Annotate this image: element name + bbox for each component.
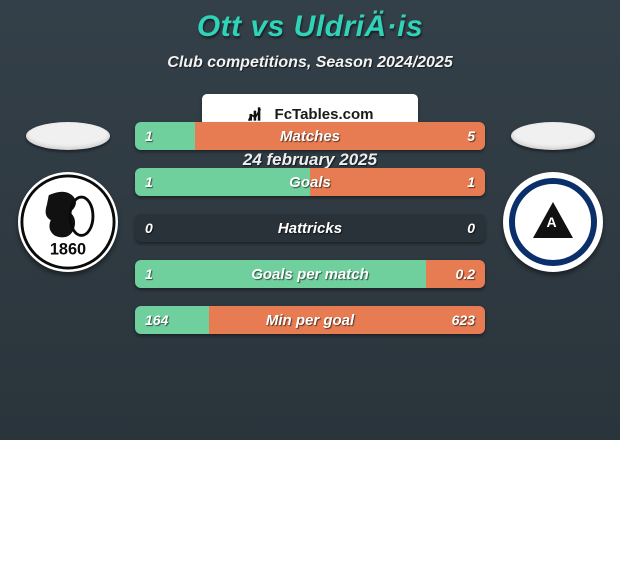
stat-bar-label: Goals [135, 168, 485, 196]
stat-bar-label: Matches [135, 122, 485, 150]
left-flag-icon [26, 122, 110, 150]
stat-bar-right-value: 1 [467, 168, 475, 196]
page-title: Ott vs UldriÄ·is [0, 0, 620, 44]
stat-bar-left-value: 164 [145, 306, 168, 334]
right-flag-icon [511, 122, 595, 150]
subtitle: Club competitions, Season 2024/2025 [0, 54, 620, 72]
stat-bar: Matches1 5 [135, 122, 485, 150]
stat-bars: Matches15Goals11Hattricks00Goals per mat… [135, 122, 485, 334]
stat-bar: Goals per match1 0.2 [135, 260, 485, 288]
stat-bar-label: Hattricks [135, 214, 485, 242]
stat-bar-right-value: 0 [467, 214, 475, 242]
stat-bar: Goals1 1 [135, 168, 485, 196]
stat-bar-left-value: 1 [145, 122, 153, 150]
brand-chart-icon [247, 104, 267, 124]
stat-bar-left-value: 1 [145, 260, 153, 288]
right-player-column [485, 122, 620, 334]
stat-bar-left-value: 0 [145, 214, 153, 242]
left-crest-year: 1860 [49, 241, 85, 259]
right-club-crest [503, 172, 603, 272]
stat-bar-label: Min per goal [135, 306, 485, 334]
stat-bar-right-value: 623 [452, 306, 475, 334]
stat-bar-left-value: 1 [145, 168, 153, 196]
stat-bar-right-value: 0.2 [456, 260, 475, 288]
stat-bar: Min per goal164 623 [135, 306, 485, 334]
left-player-column: 1860 [0, 122, 135, 334]
brand-text: FcTables.com [275, 106, 374, 123]
columns: 1860 Matches15Goals11Hattricks00Goals pe… [0, 122, 620, 334]
left-club-crest: 1860 [18, 172, 118, 272]
stat-bar-label: Goals per match [135, 260, 485, 288]
comparison-card: Ott vs UldriÄ·is Club competitions, Seas… [0, 0, 620, 440]
stat-bar: Hattricks0 0 [135, 214, 485, 242]
stat-bar-right-value: 5 [467, 122, 475, 150]
